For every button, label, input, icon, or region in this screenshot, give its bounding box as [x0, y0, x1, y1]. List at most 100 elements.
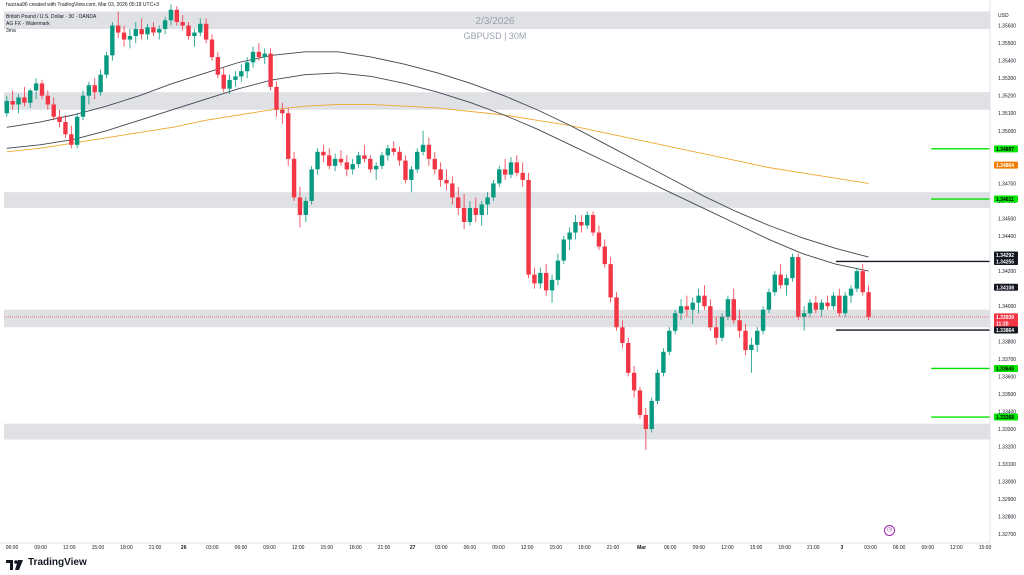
candle-body-down — [286, 113, 291, 159]
candle-body-down — [866, 292, 871, 317]
price-tick-label: 1.35200 — [998, 94, 1016, 100]
candle-body-down — [180, 22, 185, 26]
candle-body-down — [274, 86, 279, 110]
candle-body-down — [203, 23, 209, 40]
candle-body-down — [608, 264, 613, 298]
candle-body-up — [309, 169, 314, 201]
ema-orange-line — [6, 104, 869, 184]
candle-body-down — [713, 327, 719, 338]
candle-body-up — [98, 74, 103, 93]
time-tick-label: Mar — [637, 545, 646, 551]
candle-body-up — [760, 309, 766, 331]
candle-body-down — [620, 327, 625, 344]
candle-body-down — [151, 27, 156, 33]
time-tick-label: 06:00 — [664, 545, 677, 551]
candle-body-up — [549, 279, 555, 291]
price-tick-label: 1.33500 — [998, 392, 1016, 398]
candle-body-up — [104, 55, 109, 75]
candle-body-up — [4, 100, 10, 114]
time-tick-label: 15:00 — [979, 545, 992, 551]
support-resistance-zone — [4, 92, 990, 110]
price-tick-label: 1.32700 — [998, 532, 1016, 538]
candle-body-up — [538, 272, 543, 284]
price-tag — [994, 313, 1018, 328]
third-line: 3ma — [6, 28, 16, 34]
price-tick-label: 1.32800 — [998, 515, 1016, 521]
price-tag-label: 1.33939 — [996, 315, 1014, 321]
time-tick-label: 03:00 — [864, 545, 877, 551]
price-tag-label: 1.33864 — [996, 328, 1014, 334]
support-resistance-zone — [4, 11, 990, 30]
candle-body-up — [168, 9, 174, 21]
time-axis[interactable]: 06:00 09:00 12:00 15:00 18:00 21:00 26 03:00 06:… — [0, 542, 992, 551]
candle-body-down — [39, 83, 45, 96]
candle-body-up — [110, 25, 115, 56]
candle-body-up — [655, 372, 660, 401]
price-axis[interactable]: 1.35600 1.35500 1.35400 1.35300 1.35200 1.351… — [989, 0, 1016, 543]
candle-body-down — [397, 151, 402, 161]
price-tick-label: 1.33600 — [998, 374, 1016, 380]
candle-body-up — [497, 169, 502, 184]
candle-body-down — [860, 271, 865, 293]
time-tick-label: 15:00 — [750, 545, 763, 551]
candle-body-down — [579, 222, 584, 226]
candle-body-up — [555, 260, 561, 280]
candle-body-up — [74, 116, 80, 145]
candle-body-up — [250, 51, 256, 63]
candle-body-up — [848, 288, 854, 296]
candle-body-up — [227, 79, 232, 89]
candle-body-up — [567, 232, 572, 240]
moving-average-layer — [6, 51, 869, 272]
candle-body-up — [467, 207, 473, 222]
candle-body-up — [831, 295, 836, 307]
price-tick-label: 1.33800 — [998, 339, 1016, 345]
price-tick-label: 1.33400 — [998, 409, 1016, 415]
price-tag-label: 1.34897 — [996, 147, 1014, 153]
candle-body-down — [268, 53, 273, 87]
candle-body-down — [520, 172, 525, 180]
candle-body-down — [10, 100, 15, 105]
time-tick-label: 21:00 — [607, 545, 620, 551]
price-tag-label: 1.33368 — [996, 415, 1014, 421]
candle-body-down — [22, 97, 27, 103]
candle-body-up — [842, 295, 848, 314]
support-resistance-zone — [4, 309, 990, 328]
watermark-date: 2/3/2026 — [475, 16, 515, 27]
price-tick-label: 1.34000 — [998, 304, 1016, 310]
candle-body-down — [256, 51, 262, 58]
candle-body-up — [198, 23, 203, 33]
candle-body-up — [332, 158, 338, 166]
price-tag-label: 1.34611 — [996, 197, 1014, 203]
time-tick-label: 18:00 — [120, 545, 133, 551]
candle-body-down — [444, 179, 449, 184]
candle-body-down — [796, 257, 801, 317]
price-tag — [994, 251, 1018, 259]
currency-label: USD — [998, 13, 1009, 19]
candle-body-down — [596, 232, 602, 247]
support-resistance-zone — [4, 192, 990, 208]
time-tick-label: 12:00 — [721, 545, 734, 551]
time-tick-label: 12:00 — [521, 545, 534, 551]
candle-body-down — [344, 162, 350, 170]
tradingview-footer[interactable]: TradingView — [6, 553, 87, 571]
price-tick-label: 1.34400 — [998, 234, 1016, 240]
candle-body-up — [192, 32, 197, 37]
price-tick-label: 1.35600 — [998, 24, 1016, 30]
price-tick-label: 1.33000 — [998, 480, 1016, 486]
time-tick-label: 15:00 — [549, 545, 562, 551]
candle-body-up — [561, 239, 566, 261]
candle-body-down — [45, 95, 51, 105]
candle-body-down — [174, 9, 180, 23]
price-tick-label: 1.35500 — [998, 41, 1016, 47]
candle-body-down — [209, 39, 215, 58]
clock-icon[interactable]: ◷ — [884, 525, 895, 536]
time-tick-label: 26 — [181, 545, 187, 551]
price-tag-label: 1.34804 — [996, 163, 1014, 169]
price-tag-label: 1.33645 — [996, 366, 1014, 372]
candle-body-down — [532, 274, 537, 284]
candle-body-up — [16, 97, 21, 105]
candle-body-up — [690, 302, 695, 310]
candle-body-down — [321, 151, 326, 156]
candle-body-up — [790, 257, 795, 279]
